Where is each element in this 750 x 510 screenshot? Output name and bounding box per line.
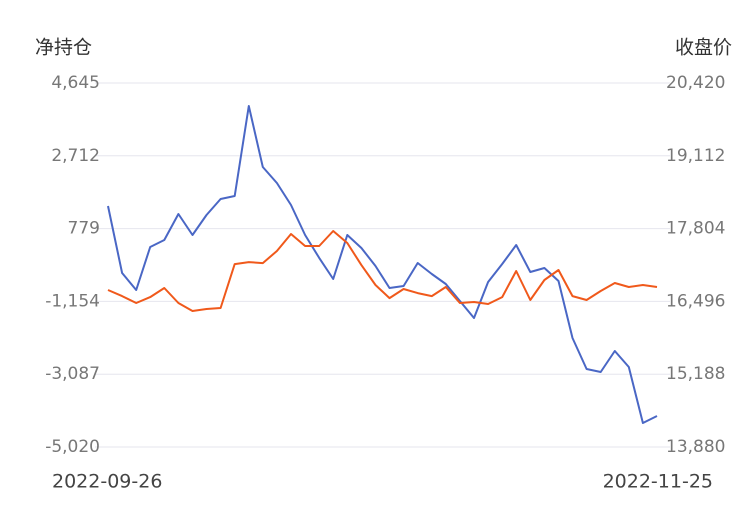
y2-axis-title: 收盘价 [675,37,732,59]
y-tick-label: -3,087 [45,364,100,384]
series-line [107,230,658,312]
x-tick-label: 2022-11-25 [603,471,713,493]
y-tick-label: -5,020 [45,437,100,457]
y2-tick-label: 15,188 [666,364,725,384]
y-tick-label: 779 [68,219,100,239]
y-tick-label: -1,154 [45,291,100,311]
x-tick-label: 2022-09-26 [52,471,162,493]
y-tick-label: 4,645 [51,73,100,93]
y2-tick-label: 17,804 [666,219,725,239]
y2-tick-label: 16,496 [666,291,725,311]
y-tick-label: 2,712 [51,146,100,166]
y2-tick-label: 20,420 [666,73,725,93]
series-line [107,105,658,424]
y2-tick-label: 13,880 [666,437,725,457]
y2-tick-label: 19,112 [666,146,725,166]
y-axis-title: 净持仓 [35,37,92,59]
